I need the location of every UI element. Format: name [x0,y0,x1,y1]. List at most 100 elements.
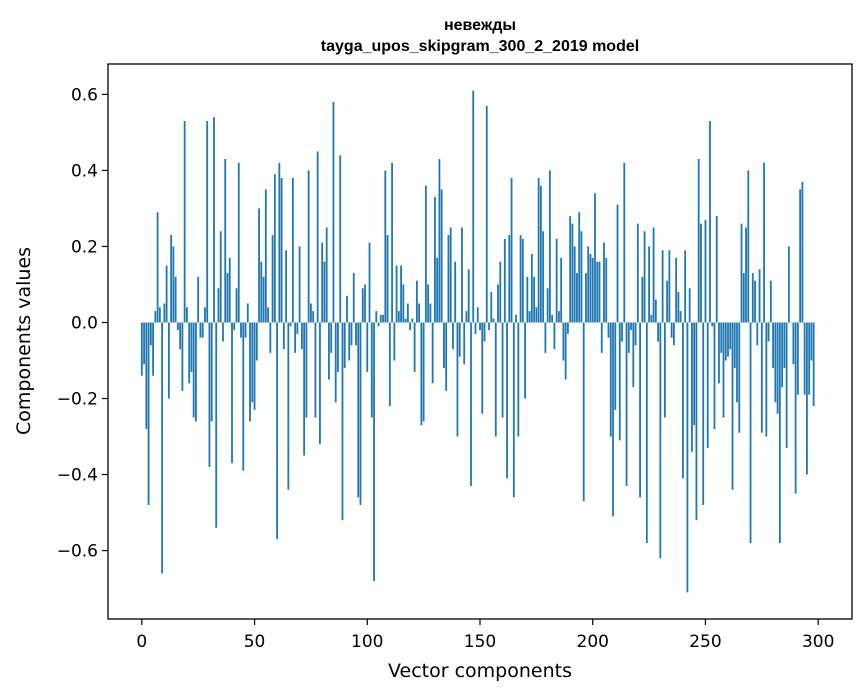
bar-19 [183,121,186,323]
x-tick-label: 250 [689,632,721,652]
bar-99 [364,284,366,323]
bar-88 [339,155,342,323]
bar-61 [278,162,281,323]
bar-70 [298,246,301,323]
bar-106 [379,314,382,323]
y-tick-label: 0.2 [71,237,98,257]
bar-91 [346,295,348,323]
bar-192 [573,246,576,323]
bar-32 [213,117,215,323]
bar-17 [179,322,182,350]
bar-177 [539,185,542,323]
bar-159 [499,261,502,323]
bar-122 [415,280,418,323]
bar-269 [747,170,750,323]
bar-190 [569,216,572,323]
bar-7 [156,212,159,323]
bar-174 [533,276,536,323]
x-axis: 0 50 100 150 200 250 300 [136,619,834,652]
bar-256 [718,322,720,384]
bar-283 [778,322,781,543]
bar-34 [217,288,220,323]
bar-266 [740,223,743,323]
bar-211 [616,204,619,323]
bar-124 [420,322,423,426]
bar-81 [323,261,326,323]
bar-204 [600,322,603,353]
bar-102 [370,322,373,418]
bar-170 [524,322,526,399]
bar-176 [537,178,540,323]
bar-8 [158,307,161,323]
bar-147 [472,90,475,323]
bar-55 [264,189,267,323]
bar-118 [406,303,409,323]
bar-85 [332,102,335,323]
bar-222 [641,276,644,323]
bar-221 [639,322,641,498]
bar-152 [483,322,486,342]
bar-249 [702,322,705,505]
bar-181 [548,170,551,323]
bar-69 [296,322,299,334]
bar-6 [154,311,157,323]
bar-121 [413,322,416,372]
bar-39 [228,257,231,323]
bar-63 [282,322,285,350]
bar-128 [429,303,432,323]
bar-175 [535,307,538,323]
bar-268 [745,227,747,323]
bar-227 [652,227,655,323]
bar-27 [201,322,204,338]
bar-141 [458,322,461,357]
bar-291 [796,322,799,395]
bar-1 [143,322,145,365]
bar-278 [767,322,770,342]
bar-285 [783,322,786,369]
bar-68 [294,322,297,353]
x-tick-label: 200 [577,632,609,652]
bar-234 [668,250,671,323]
bar-9 [161,322,164,574]
chart-title-line2: tayga_upos_skipgram_300_2_2019 model [321,38,639,55]
bar-277 [765,322,768,437]
bar-94 [352,273,355,323]
bar-165 [512,322,515,498]
bar-208 [609,322,612,437]
bar-107 [382,314,384,323]
bar-58 [271,235,274,323]
bar-132 [438,159,441,323]
bar-53 [260,261,263,323]
bar-142 [461,227,463,323]
bar-275 [760,322,763,433]
bar-93 [350,322,353,346]
bar-231 [661,250,664,323]
bar-150 [479,322,481,331]
x-tick-label: 300 [802,632,834,652]
bar-163 [508,235,511,323]
bar-225 [648,246,650,323]
bar-281 [774,322,777,403]
bar-230 [659,322,662,559]
bar-52 [258,208,260,323]
bar-64 [285,250,288,323]
bar-26 [199,322,202,338]
bar-95 [355,322,357,346]
bar-84 [330,322,333,353]
bar-86 [334,322,337,403]
bar-123 [418,303,421,323]
bar-43 [237,162,240,323]
bar-258 [722,322,725,418]
bar-101 [368,242,371,323]
bar-154 [488,322,490,331]
bar-167 [517,322,520,437]
bar-164 [510,178,513,323]
bar-48 [249,322,251,422]
bar-155 [490,292,493,323]
bar-180 [546,288,549,323]
bar-213 [621,322,623,342]
bar-219 [634,322,637,346]
bar-40 [231,322,233,464]
bar-265 [738,322,741,433]
bar-54 [262,276,265,323]
